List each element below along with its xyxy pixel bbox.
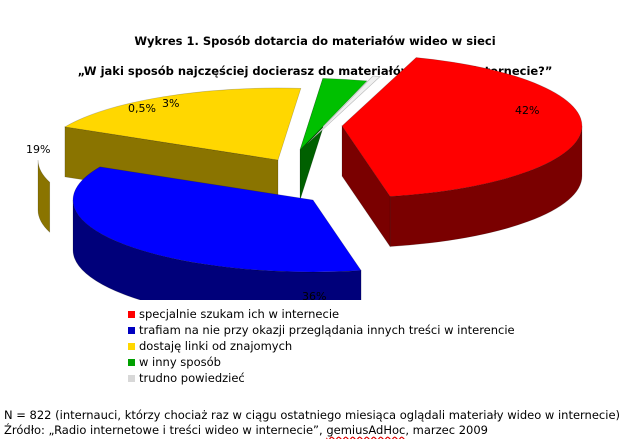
legend-swatch-trudno xyxy=(128,375,135,382)
source-name: gemiusAdHoc xyxy=(326,423,406,437)
legend-item-przy-okazji: trafiam na nie przy okazji przeglądania … xyxy=(128,322,515,338)
slice-label-przy-okazji: 36% xyxy=(302,290,326,300)
legend-label-trudno: trudno powiedzieć xyxy=(139,371,245,385)
legend-item-specjalnie: specjalnie szukam ich w internecie xyxy=(128,306,515,322)
slice-label-trudno: 0,5% xyxy=(128,102,156,115)
slice-specjalnie xyxy=(341,57,583,197)
slice-label-specjalnie: 42% xyxy=(515,104,539,117)
legend-item-inny: w inny sposób xyxy=(128,354,515,370)
footnote: N = 822 (internauci, którzy chociaż raz … xyxy=(4,408,620,438)
source-suffix: , marzec 2009 xyxy=(405,423,488,437)
chart-legend: specjalnie szukam ich w internecie trafi… xyxy=(128,306,515,386)
slice-przy-okazji xyxy=(72,166,362,273)
legend-label-znajomi: dostaję linki od znajomych xyxy=(139,339,293,353)
legend-swatch-inny xyxy=(128,359,135,366)
slice-side-znajomi xyxy=(37,159,51,233)
slice-trudno xyxy=(305,75,381,146)
slice-label-inny: 3% xyxy=(162,97,179,110)
footnote-source: Źródło: „Radio internetowe i treści wide… xyxy=(4,423,620,438)
legend-label-przy-okazji: trafiam na nie przy okazji przeglądania … xyxy=(139,323,515,337)
legend-item-znajomi: dostaję linki od znajomych xyxy=(128,338,515,354)
legend-swatch-przy-okazji xyxy=(128,327,135,334)
slice-inny xyxy=(299,78,368,151)
legend-swatch-specjalnie xyxy=(128,311,135,318)
slice-label-znajomi: 19% xyxy=(26,143,50,156)
legend-swatch-znajomi xyxy=(128,343,135,350)
legend-label-specjalnie: specjalnie szukam ich w internecie xyxy=(139,307,340,321)
legend-item-trudno: trudno powiedzieć xyxy=(128,370,515,386)
slice-znajomi xyxy=(64,87,302,161)
footnote-sample: N = 822 (internauci, którzy chociaż raz … xyxy=(4,408,621,422)
chart-title: Wykres 1. Sposób dotarcia do materiałów … xyxy=(134,34,496,48)
source-prefix: Źródło: „Radio internetowe i treści wide… xyxy=(4,423,327,437)
pie-chart: 42% 36% 19% 3% 0,5% xyxy=(26,57,583,300)
legend-label-inny: w inny sposób xyxy=(139,355,221,369)
